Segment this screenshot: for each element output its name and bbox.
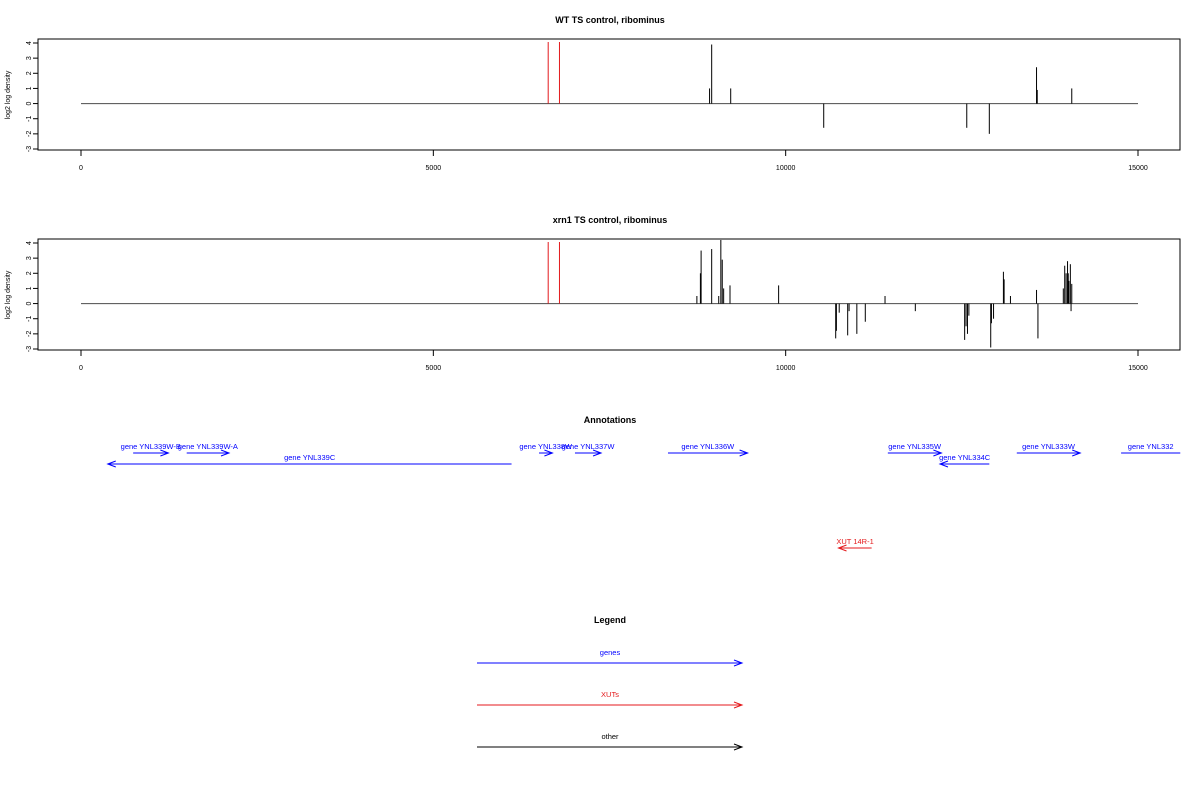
legend-label: other (601, 732, 619, 741)
annotation-feature: gene YNL332 (1121, 442, 1181, 454)
xrn1-coverage-marks (81, 239, 1138, 348)
legend-title: Legend (594, 615, 626, 625)
feature-arrow-head (933, 449, 943, 457)
wt-x-tick-label: 10000 (776, 165, 796, 172)
annotation-feature: gene YNL338W (519, 442, 573, 457)
xrn1-y-tick-label: -1 (26, 316, 33, 322)
xrn1-panel-title: xrn1 TS control, ribominus (553, 215, 668, 225)
annotations-title: Annotations (584, 415, 637, 425)
legend-items: genes XUTs other (477, 648, 744, 751)
xrn1-coverage-panel: xrn1 TS control, ribominus log2 log dens… (5, 215, 1181, 372)
feature-arrow-head (220, 449, 231, 457)
legend: Legend genes XUTs other (477, 615, 744, 751)
xrn1-y-tick-label: 1 (26, 286, 33, 290)
feature-label: gene YNL335W (888, 442, 942, 451)
xrn1-y-tick-label: -2 (26, 331, 33, 337)
xrn1-x-tick-label: 5000 (426, 365, 442, 372)
wt-coverage-marks (81, 42, 1138, 134)
legend-label: genes (600, 648, 621, 657)
feature-arrow-head (106, 460, 116, 468)
wt-x-axis: 0 5000 10000 15000 (79, 150, 1148, 172)
feature-label: gene YNL339W-B (121, 442, 181, 451)
wt-y-axis-label: log2 log density (5, 70, 12, 119)
annotation-feature: gene YNL333W (1016, 442, 1082, 457)
wt-y-tick-label: 4 (26, 41, 33, 45)
xrn1-y-tick-label: 3 (26, 256, 33, 260)
legend-swatch-arrowhead (733, 659, 744, 667)
annotation-feature: gene YNL335W (887, 442, 943, 457)
xrn1-y-axis-label: log2 log density (5, 270, 12, 319)
feature-arrow-head (837, 544, 847, 552)
annotation-feature: gene YNL339C (106, 453, 512, 468)
wt-y-tick-label: 0 (26, 102, 33, 106)
xrn1-x-tick-label: 0 (79, 365, 83, 372)
annotation-feature: gene YNL336W (667, 442, 750, 457)
xrn1-x-tick-label: 10000 (776, 365, 796, 372)
annotation-feature: gene YNL337W (562, 442, 616, 457)
feature-arrow-head (592, 449, 603, 457)
annotation-feature: gene YNL339W-A (178, 442, 238, 457)
feature-label: gene YNL339W-A (178, 442, 238, 451)
xrn1-y-tick-label: 4 (26, 241, 33, 245)
feature-label: XUT 14R-1 (836, 537, 873, 546)
annotation-feature: gene YNL334C (938, 453, 991, 468)
wt-x-tick-label: 5000 (426, 165, 442, 172)
xrn1-plot-frame (37, 238, 1181, 351)
wt-y-tick-label: -2 (26, 131, 33, 137)
xrn1-y-tick-label: -3 (26, 346, 33, 352)
feature-label: gene YNL338W (519, 442, 573, 451)
xrn1-x-tick-label: 15000 (1128, 365, 1148, 372)
wt-x-tick-label: 15000 (1128, 165, 1148, 172)
feature-arrow-head (160, 449, 170, 457)
wt-y-tick-label: -1 (26, 116, 33, 122)
wt-y-tick-label: -3 (26, 146, 33, 152)
legend-label: XUTs (601, 690, 619, 699)
feature-label: gene YNL334C (939, 453, 991, 462)
wt-x-tick-label: 0 (79, 165, 83, 172)
feature-arrow-head (938, 460, 949, 468)
wt-coverage-panel: WT TS control, ribominus log2 log densit… (5, 15, 1181, 172)
xrn1-y-tick-label: 2 (26, 271, 33, 275)
wt-y-axis: -3 -2 -1 0 1 2 3 4 (26, 41, 38, 152)
feature-label: gene YNL337W (562, 442, 616, 451)
feature-arrow-head (739, 449, 750, 457)
wt-plot-frame (37, 38, 1181, 151)
legend-item: other (477, 732, 744, 751)
xrn1-x-axis: 0 5000 10000 15000 (79, 350, 1148, 372)
feature-arrow-head (544, 449, 554, 457)
legend-item: XUTs (477, 690, 744, 709)
feature-label: gene YNL336W (681, 442, 735, 451)
wt-y-tick-label: 2 (26, 71, 33, 75)
wt-panel-title: WT TS control, ribominus (555, 15, 665, 25)
xrn1-y-tick-label: 0 (26, 302, 33, 306)
xrn1-y-axis: -3 -2 -1 0 1 2 3 4 (26, 241, 38, 352)
annotation-feature: XUT 14R-1 (836, 537, 874, 552)
annotation-feature: gene YNL339W-B (121, 442, 181, 457)
wt-y-tick-label: 1 (26, 86, 33, 90)
feature-arrow-head (1072, 449, 1082, 457)
wt-y-tick-label: 3 (26, 56, 33, 60)
feature-label: gene YNL332 (1128, 442, 1174, 451)
legend-item: genes (477, 648, 744, 667)
legend-swatch-arrowhead (733, 701, 744, 709)
legend-swatch-arrowhead (733, 743, 744, 751)
feature-label: gene YNL333W (1022, 442, 1076, 451)
feature-label: gene YNL339C (284, 453, 336, 462)
